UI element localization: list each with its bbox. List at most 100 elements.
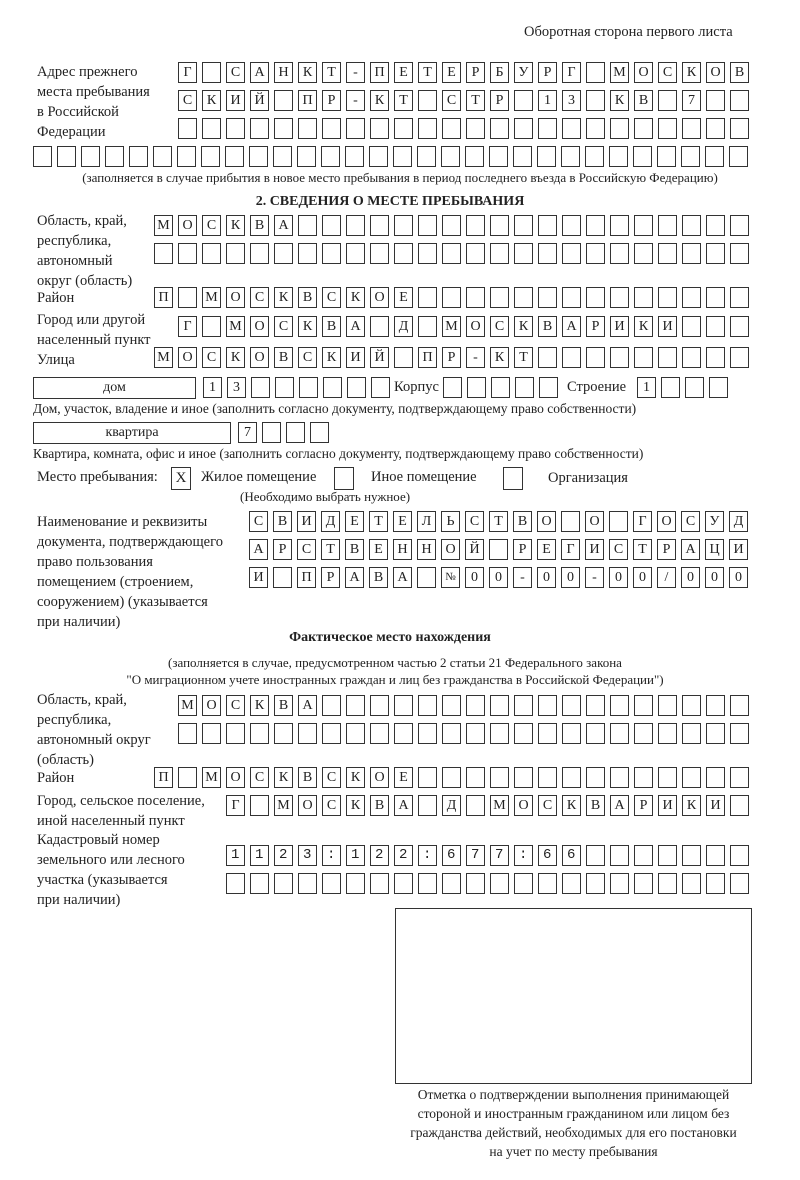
char-box[interactable]: А: [345, 567, 364, 588]
char-box[interactable]: Е: [394, 62, 413, 83]
char-box[interactable]: К: [274, 287, 293, 308]
char-box[interactable]: Р: [657, 539, 676, 560]
char-box[interactable]: В: [370, 795, 389, 816]
char-box[interactable]: [539, 377, 558, 398]
char-box[interactable]: [491, 377, 510, 398]
char-box[interactable]: [250, 243, 269, 264]
char-box[interactable]: [250, 723, 269, 744]
char-box[interactable]: [634, 347, 653, 368]
char-box[interactable]: Р: [490, 90, 509, 111]
char-box[interactable]: П: [154, 287, 173, 308]
char-box[interactable]: С: [250, 767, 269, 788]
char-box[interactable]: С: [658, 62, 677, 83]
char-box[interactable]: [322, 243, 341, 264]
char-box[interactable]: [394, 118, 413, 139]
char-box[interactable]: 0: [489, 567, 508, 588]
char-box[interactable]: П: [298, 90, 317, 111]
char-box[interactable]: О: [226, 767, 245, 788]
checkbox-other-premises[interactable]: [334, 467, 354, 490]
char-box[interactable]: О: [657, 511, 676, 532]
char-box[interactable]: [610, 243, 629, 264]
char-box[interactable]: [610, 723, 629, 744]
char-box[interactable]: У: [514, 62, 533, 83]
char-box[interactable]: [394, 347, 413, 368]
char-box[interactable]: 0: [465, 567, 484, 588]
char-box[interactable]: Г: [226, 795, 245, 816]
char-box[interactable]: Ь: [441, 511, 460, 532]
char-box[interactable]: [322, 873, 341, 894]
char-box[interactable]: [310, 422, 329, 443]
char-box[interactable]: 1: [538, 90, 557, 111]
char-box[interactable]: И: [706, 795, 725, 816]
char-box[interactable]: [634, 243, 653, 264]
char-box[interactable]: Г: [178, 62, 197, 83]
char-box[interactable]: В: [345, 539, 364, 560]
char-box[interactable]: М: [226, 316, 245, 337]
char-box[interactable]: 0: [537, 567, 556, 588]
char-box[interactable]: [682, 723, 701, 744]
char-box[interactable]: [250, 118, 269, 139]
char-box[interactable]: [706, 90, 725, 111]
char-box[interactable]: [609, 146, 628, 167]
char-box[interactable]: [394, 723, 413, 744]
char-box[interactable]: [730, 795, 749, 816]
char-box[interactable]: [322, 695, 341, 716]
char-box[interactable]: [730, 316, 749, 337]
char-box[interactable]: [394, 243, 413, 264]
char-box[interactable]: Г: [561, 539, 580, 560]
char-box[interactable]: О: [298, 795, 317, 816]
char-box[interactable]: [370, 215, 389, 236]
char-box[interactable]: -: [346, 62, 365, 83]
char-box[interactable]: [610, 215, 629, 236]
char-box[interactable]: [274, 873, 293, 894]
char-box[interactable]: [586, 845, 605, 866]
char-box[interactable]: К: [226, 347, 245, 368]
char-box[interactable]: О: [370, 767, 389, 788]
char-box[interactable]: [730, 347, 749, 368]
char-box[interactable]: [706, 873, 725, 894]
char-box[interactable]: [681, 146, 700, 167]
char-box[interactable]: [610, 347, 629, 368]
char-box[interactable]: [105, 146, 124, 167]
char-box[interactable]: [298, 215, 317, 236]
char-box[interactable]: Е: [537, 539, 556, 560]
char-box[interactable]: Г: [633, 511, 652, 532]
char-box[interactable]: [610, 845, 629, 866]
char-box[interactable]: [418, 695, 437, 716]
char-box[interactable]: К: [610, 90, 629, 111]
char-box[interactable]: [562, 695, 581, 716]
char-box[interactable]: О: [250, 347, 269, 368]
char-box[interactable]: [370, 118, 389, 139]
char-box[interactable]: С: [226, 695, 245, 716]
char-box[interactable]: [81, 146, 100, 167]
char-box[interactable]: К: [202, 90, 221, 111]
char-box[interactable]: [441, 146, 460, 167]
char-box[interactable]: [634, 118, 653, 139]
char-box[interactable]: Й: [465, 539, 484, 560]
char-box[interactable]: И: [297, 511, 316, 532]
char-box[interactable]: [346, 215, 365, 236]
char-box[interactable]: О: [441, 539, 460, 560]
char-box[interactable]: [178, 243, 197, 264]
char-box[interactable]: [515, 377, 534, 398]
char-box[interactable]: [682, 215, 701, 236]
char-box[interactable]: [298, 845, 317, 866]
char-box[interactable]: [513, 146, 532, 167]
char-box[interactable]: [538, 845, 557, 866]
char-box[interactable]: [634, 845, 653, 866]
char-box[interactable]: [706, 723, 725, 744]
char-box[interactable]: [634, 287, 653, 308]
char-box[interactable]: С: [178, 90, 197, 111]
char-box[interactable]: Л: [417, 511, 436, 532]
char-box[interactable]: В: [322, 316, 341, 337]
char-box[interactable]: И: [729, 539, 748, 560]
char-box[interactable]: [321, 146, 340, 167]
char-box[interactable]: В: [513, 511, 532, 532]
char-box[interactable]: [489, 539, 508, 560]
char-box[interactable]: Н: [417, 539, 436, 560]
char-box[interactable]: 0: [681, 567, 700, 588]
char-box[interactable]: [586, 90, 605, 111]
char-box[interactable]: [442, 723, 461, 744]
char-box[interactable]: Д: [394, 316, 413, 337]
char-box[interactable]: [274, 90, 293, 111]
